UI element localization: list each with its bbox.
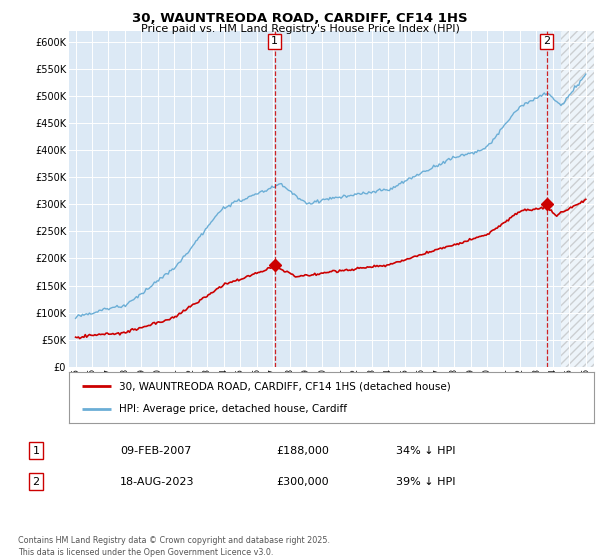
Text: 2: 2 — [543, 36, 550, 46]
Text: 1: 1 — [32, 446, 40, 456]
Text: 1: 1 — [271, 36, 278, 46]
Text: 09-FEB-2007: 09-FEB-2007 — [120, 446, 191, 456]
Text: Contains HM Land Registry data © Crown copyright and database right 2025.
This d: Contains HM Land Registry data © Crown c… — [18, 536, 330, 557]
Text: £188,000: £188,000 — [276, 446, 329, 456]
Text: 2: 2 — [32, 477, 40, 487]
Text: 30, WAUNTREODA ROAD, CARDIFF, CF14 1HS: 30, WAUNTREODA ROAD, CARDIFF, CF14 1HS — [132, 12, 468, 25]
Text: £300,000: £300,000 — [276, 477, 329, 487]
Text: 34% ↓ HPI: 34% ↓ HPI — [396, 446, 455, 456]
Text: HPI: Average price, detached house, Cardiff: HPI: Average price, detached house, Card… — [119, 404, 347, 414]
Text: 39% ↓ HPI: 39% ↓ HPI — [396, 477, 455, 487]
Bar — [561, 31, 594, 367]
Text: Price paid vs. HM Land Registry's House Price Index (HPI): Price paid vs. HM Land Registry's House … — [140, 24, 460, 34]
Text: 30, WAUNTREODA ROAD, CARDIFF, CF14 1HS (detached house): 30, WAUNTREODA ROAD, CARDIFF, CF14 1HS (… — [119, 381, 451, 391]
Text: 18-AUG-2023: 18-AUG-2023 — [120, 477, 194, 487]
